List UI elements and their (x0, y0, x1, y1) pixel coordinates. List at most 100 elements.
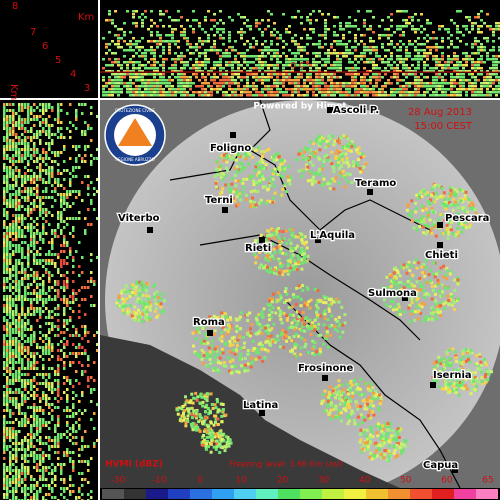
echo-cell (244, 157, 248, 161)
profile-cell (180, 31, 183, 34)
profile-cell (189, 85, 192, 88)
echo-cell (246, 362, 250, 366)
echo-cell (155, 290, 159, 294)
profile-cell (282, 52, 285, 55)
echo-cell (369, 416, 372, 420)
profile-cell (69, 190, 72, 193)
profile-cell (42, 202, 45, 205)
echo-cell (288, 182, 292, 186)
echo-cell (428, 230, 432, 234)
echo-cell (397, 305, 401, 309)
profile-cell (399, 85, 402, 88)
echo-cell (213, 174, 217, 178)
profile-cell (447, 55, 450, 58)
echo-cell (344, 152, 348, 156)
echo-cell (370, 397, 374, 401)
profile-cell (324, 37, 327, 40)
profile-cell (54, 178, 57, 181)
echo-cell (345, 159, 349, 163)
profile-cell (252, 94, 255, 97)
echo-cell (274, 232, 278, 236)
echo-cell (252, 179, 256, 183)
echo-cell (264, 163, 268, 167)
profile-cell (405, 22, 408, 25)
echo-cell (271, 306, 275, 310)
profile-cell (171, 34, 174, 37)
profile-cell (219, 61, 222, 64)
profile-cell (114, 91, 117, 94)
profile-cell (273, 55, 276, 58)
profile-cell (201, 61, 204, 64)
echo-cell (240, 147, 244, 151)
echo-cell (147, 316, 151, 320)
echo-cell (424, 259, 428, 263)
echo-cell (335, 149, 339, 152)
profile-cell (291, 79, 294, 82)
profile-cell (132, 76, 135, 79)
profile-cell (363, 22, 366, 25)
profile-cell (417, 37, 420, 40)
echo-cell (289, 254, 293, 258)
profile-cell (177, 19, 180, 22)
echo-cell (205, 435, 209, 439)
profile-cell (150, 88, 153, 91)
echo-cell (396, 270, 400, 274)
profile-cell (411, 91, 414, 94)
profile-cell (291, 16, 294, 19)
echo-cell (318, 134, 322, 138)
echo-cell (396, 302, 400, 306)
echo-cell (268, 234, 272, 238)
profile-cell (207, 10, 210, 13)
echo-cell (275, 158, 279, 162)
profile-cell (21, 205, 24, 208)
profile-cell (33, 148, 36, 151)
profile-cell (132, 67, 135, 70)
profile-cell (423, 64, 426, 67)
profile-cell (243, 55, 246, 58)
echo-cell (426, 229, 430, 233)
profile-cell (456, 31, 459, 34)
echo-cell (347, 164, 351, 168)
profile-cell (252, 76, 255, 79)
profile-cell (102, 94, 105, 97)
profile-cell (87, 184, 90, 187)
profile-cell (309, 37, 312, 40)
profile-cell (417, 61, 420, 64)
profile-cell (111, 19, 114, 22)
echo-cell (370, 457, 374, 461)
profile-cell (111, 22, 114, 25)
echo-cell (257, 313, 261, 317)
profile-cell (156, 91, 159, 94)
profile-cell (405, 49, 408, 52)
profile-cell (384, 85, 387, 88)
profile-cell (345, 91, 348, 94)
profile-cell (189, 76, 192, 79)
echo-cell (358, 432, 362, 436)
profile-cell (186, 79, 189, 82)
profile-cell (147, 61, 150, 64)
profile-cell (183, 94, 186, 97)
echo-cell (218, 168, 222, 171)
echo-cell (359, 405, 362, 408)
echo-cell (305, 259, 309, 263)
profile-cell (309, 13, 312, 16)
profile-cell (57, 181, 60, 184)
echo-cell (314, 304, 318, 308)
echo-cell (309, 170, 312, 174)
profile-cell (333, 49, 336, 52)
echo-cell (446, 391, 450, 394)
echo-cell (431, 308, 435, 312)
profile-cell (426, 64, 429, 67)
profile-cell (150, 49, 153, 52)
echo-cell (371, 410, 375, 414)
profile-cell (330, 64, 333, 67)
profile-cell (456, 28, 459, 31)
echo-cell (457, 222, 461, 226)
echo-cell (299, 250, 302, 254)
profile-cell (30, 169, 33, 172)
profile-cell (273, 34, 276, 37)
profile-cell (387, 43, 390, 46)
profile-cell (315, 61, 318, 64)
profile-cell (21, 217, 24, 220)
profile-cell (246, 61, 249, 64)
